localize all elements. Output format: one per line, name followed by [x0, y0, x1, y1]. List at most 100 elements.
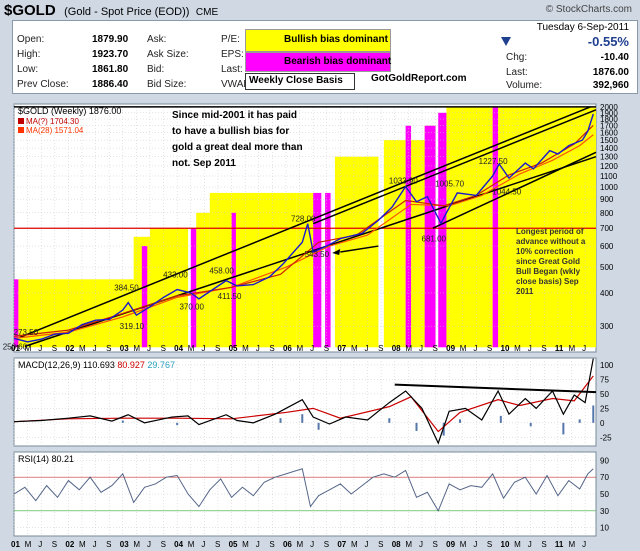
macd-histogram-bar	[459, 419, 462, 423]
x-tick-label: 04	[174, 344, 183, 353]
price-label: 384.50	[114, 283, 139, 292]
weekly-close-box: Weekly Close Basis	[245, 73, 355, 90]
price-label: 543.50	[305, 250, 330, 259]
x-tick-label: M	[514, 344, 521, 353]
price-label: 1044.50	[492, 188, 521, 197]
x-tick-label: M	[133, 344, 140, 353]
price-label: 273.50	[14, 328, 39, 337]
x-tick-label-bottom: M	[351, 540, 358, 549]
annotation-line: gold a great deal more than	[172, 142, 303, 153]
x-tick-label: M	[460, 344, 467, 353]
macd-legend-entry: 80.927	[115, 360, 145, 370]
x-tick-label: S	[541, 344, 546, 353]
bullish-zone	[498, 106, 548, 348]
chg-value: -10.40	[600, 52, 629, 63]
rsi-tick-label: 30	[600, 507, 609, 516]
x-tick-label-bottom: 09	[446, 540, 455, 549]
x-tick-label: J	[419, 344, 423, 353]
macd-histogram-bar	[388, 418, 391, 423]
x-tick-label: M	[79, 344, 86, 353]
chg-label: Chg:	[506, 52, 528, 63]
ask-size-label: Ask Size:	[147, 49, 189, 60]
annotation-line: to have a bullish bias for	[172, 126, 289, 137]
macd-line	[13, 358, 594, 445]
y-tick-label: 1700	[600, 122, 618, 131]
macd-trendline	[394, 383, 597, 394]
macd-histogram-bar	[529, 422, 532, 427]
channel-upper-2	[312, 109, 597, 225]
bid-size-label: Bid Size:	[147, 79, 187, 90]
site-label: GotGoldReport.com	[371, 73, 467, 84]
y-tick-label: 1000	[600, 183, 618, 192]
x-tick-label-bottom: J	[310, 540, 314, 549]
macd-title: MACD(12,26,9) 110.693 80.927 29.767	[18, 360, 175, 370]
x-tick-label: S	[215, 344, 220, 353]
y-tick-label: 1500	[600, 136, 618, 145]
rsi-title: RSI(14) 80.21	[18, 454, 74, 464]
x-tick-label: S	[52, 344, 57, 353]
weekly-close-text: Weekly Close Basis	[249, 75, 343, 86]
x-tick-label: S	[269, 344, 274, 353]
x-tick-label-bottom: S	[487, 540, 492, 549]
x-tick-label-bottom: J	[473, 540, 477, 549]
macd-histogram-bar	[592, 405, 595, 423]
x-tick-label: 07	[337, 344, 346, 353]
x-tick-label-bottom: J	[582, 540, 586, 549]
x-tick-label: S	[106, 344, 111, 353]
bearish-zone	[492, 106, 499, 348]
x-tick-label: J	[528, 344, 532, 353]
y-tick-label: 500	[600, 263, 614, 272]
macd-histogram-bar	[562, 422, 565, 435]
x-tick-label: J	[147, 344, 151, 353]
last-mid-label: Last:	[221, 64, 243, 75]
rsi-tick-label: 50	[600, 490, 609, 499]
last-label: Last:	[506, 67, 528, 78]
x-tick-label-bottom: J	[528, 540, 532, 549]
ask-label: Ask:	[147, 34, 167, 45]
x-tick-label: 08	[392, 344, 401, 353]
y-tick-label: 1800	[600, 115, 618, 124]
bearish-zone	[325, 192, 331, 348]
legend-entry: MA(?) 1704.30	[26, 117, 79, 126]
x-tick-label-bottom: S	[378, 540, 383, 549]
x-tick-label-bottom: S	[269, 540, 274, 549]
x-tick-label-bottom: S	[106, 540, 111, 549]
side-note-line: 10% correction	[516, 247, 573, 256]
x-tick-label: S	[324, 344, 329, 353]
macd-legend-entry: 29.767	[145, 360, 175, 370]
x-tick-label: J	[365, 344, 369, 353]
x-tick-label: M	[297, 344, 304, 353]
x-tick-label: M	[25, 344, 32, 353]
y-tick-label: 800	[600, 209, 614, 218]
volume-value: 392,960	[592, 80, 629, 91]
x-tick-label-bottom: J	[201, 540, 205, 549]
x-tick-label-bottom: J	[147, 540, 151, 549]
bearish-zone	[141, 246, 148, 348]
bearish-zone	[438, 112, 447, 348]
x-tick-label-bottom: M	[188, 540, 195, 549]
bullish-zone	[446, 106, 493, 348]
high-value: 1923.70	[92, 49, 129, 60]
x-tick-label-bottom: M	[79, 540, 86, 549]
x-tick-label: 06	[283, 344, 292, 353]
x-tick-label-bottom: M	[460, 540, 467, 549]
side-note-line: Bull Began (wkly	[516, 267, 581, 276]
price-label: 411.50	[218, 292, 242, 301]
price-label: 458.00	[209, 267, 234, 276]
x-tick-label-bottom: S	[541, 540, 546, 549]
macd-tick-label: 0	[600, 419, 605, 428]
exchange: CME	[195, 7, 219, 18]
last-value: 1876.00	[592, 67, 629, 78]
legend-entry: MA(28) 1571.04	[26, 126, 84, 135]
x-tick-label: M	[569, 344, 576, 353]
price-label: 319.10	[120, 322, 145, 331]
volume-label: Volume:	[506, 80, 543, 91]
y-tick-label: 2000	[600, 103, 618, 112]
y-tick-label: 700	[600, 224, 614, 233]
x-tick-label-bottom: S	[433, 540, 438, 549]
macd-histogram-bar	[176, 422, 179, 426]
pct-change: -0.55%	[587, 34, 629, 49]
side-note-line: advance without a	[516, 237, 586, 246]
side-note-line: since Great Gold	[516, 257, 580, 266]
x-tick-label-bottom: S	[52, 540, 57, 549]
